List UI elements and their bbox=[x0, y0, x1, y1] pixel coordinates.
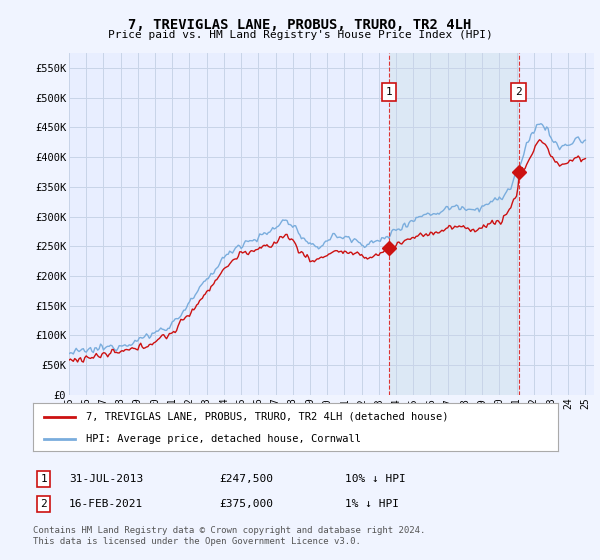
Text: HPI: Average price, detached house, Cornwall: HPI: Average price, detached house, Corn… bbox=[86, 434, 361, 444]
Text: 2: 2 bbox=[515, 87, 522, 97]
Text: 1: 1 bbox=[40, 474, 47, 484]
Text: 16-FEB-2021: 16-FEB-2021 bbox=[69, 499, 143, 509]
Text: £247,500: £247,500 bbox=[219, 474, 273, 484]
Bar bbox=[389, 53, 518, 395]
Text: 1: 1 bbox=[385, 87, 392, 97]
Text: 7, TREVIGLAS LANE, PROBUS, TRURO, TR2 4LH: 7, TREVIGLAS LANE, PROBUS, TRURO, TR2 4L… bbox=[128, 18, 472, 32]
Text: 7, TREVIGLAS LANE, PROBUS, TRURO, TR2 4LH (detached house): 7, TREVIGLAS LANE, PROBUS, TRURO, TR2 4L… bbox=[86, 412, 448, 422]
Text: 10% ↓ HPI: 10% ↓ HPI bbox=[345, 474, 406, 484]
Text: Contains HM Land Registry data © Crown copyright and database right 2024.
This d: Contains HM Land Registry data © Crown c… bbox=[33, 526, 425, 546]
Text: 31-JUL-2013: 31-JUL-2013 bbox=[69, 474, 143, 484]
Text: £375,000: £375,000 bbox=[219, 499, 273, 509]
Text: 1% ↓ HPI: 1% ↓ HPI bbox=[345, 499, 399, 509]
Text: 2: 2 bbox=[40, 499, 47, 509]
Text: Price paid vs. HM Land Registry's House Price Index (HPI): Price paid vs. HM Land Registry's House … bbox=[107, 30, 493, 40]
